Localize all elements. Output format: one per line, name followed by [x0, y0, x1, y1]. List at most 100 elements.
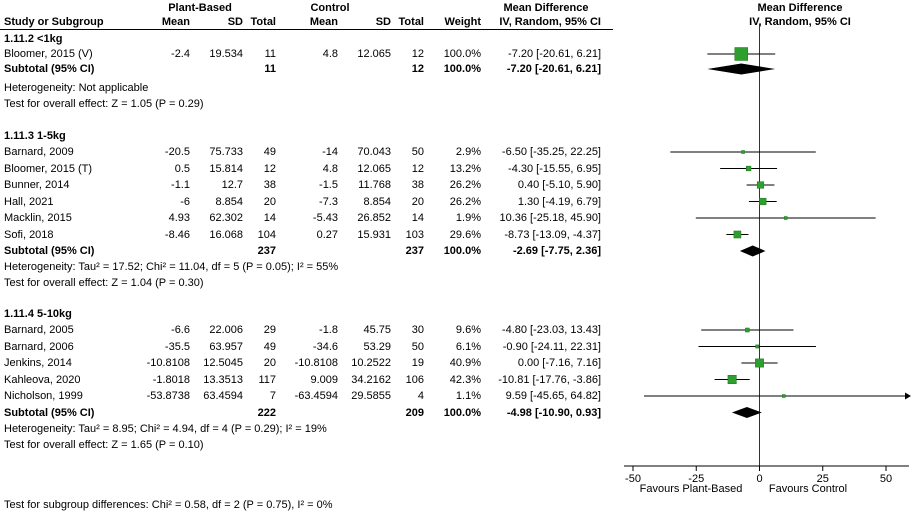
control-sd: 11.768 — [358, 179, 391, 191]
subtotal-label: Subtotal (95% CI) — [4, 63, 95, 75]
plant-total: 104 — [257, 228, 276, 241]
subtotal-diamond — [739, 245, 766, 257]
effect-square — [755, 344, 760, 349]
subtotal-label: Subtotal (95% CI) — [4, 406, 95, 419]
subgroup-difference-test-text: Test for subgroup differences: Chi² = 0.… — [4, 499, 333, 511]
study-name: Kahleova, 2020 — [4, 373, 81, 386]
md-ci-value: -4.30 [-15.55, 6.95] — [508, 162, 601, 175]
plant-sd: 63.4594 — [203, 390, 243, 402]
plant-mean: -10.8108 — [146, 357, 190, 369]
mean1-col-header: Mean — [161, 16, 190, 28]
heterogeneity-text: Heterogeneity: Not applicable — [4, 82, 149, 94]
weight-value: 13.2% — [449, 162, 481, 175]
plant-sd: 62.302 — [209, 212, 243, 224]
header-divider — [0, 29, 613, 30]
plant-mean: 4.93 — [168, 212, 190, 224]
control-total: 19 — [411, 357, 424, 369]
plant-mean: 0.5 — [174, 162, 190, 175]
control-mean: -1.8 — [319, 324, 338, 336]
weight-value: 2.9% — [455, 146, 481, 158]
control-mean: -14 — [322, 146, 338, 158]
axis-tick-label: 50 — [880, 473, 892, 485]
plant-total: 29 — [263, 324, 276, 336]
md-ci-value: -10.81 [-17.76, -3.86] — [498, 373, 601, 386]
subtotal-diamond — [707, 63, 776, 75]
study-name: Barnard, 2006 — [4, 340, 74, 353]
effect-square — [734, 47, 749, 61]
subtotal-plant-total: 11 — [264, 63, 276, 75]
weight-value: 26.2% — [449, 195, 481, 208]
total2-col-header: Total — [398, 16, 424, 28]
control-mean: -5.43 — [312, 212, 338, 224]
group1-header: Plant-Based — [168, 2, 232, 14]
weight-value: 6.1% — [455, 340, 481, 353]
control-sd: 15.931 — [357, 228, 391, 241]
axis-label-favours-control: Favours Control — [768, 483, 848, 495]
overall-effect-text: Test for overall effect: Z = 1.05 (P = 0… — [4, 98, 204, 110]
study-name: Bloomer, 2015 (T) — [4, 162, 93, 175]
plant-sd: 12.7 — [221, 179, 243, 191]
subgroup-title: 1.11.3 1-5kg — [4, 130, 66, 142]
md-plot-method-header: IV, Random, 95% CI — [749, 16, 851, 28]
subtotal-md-ci: -7.20 [-20.61, 6.21] — [506, 63, 601, 75]
weight-value: 26.2% — [449, 179, 481, 191]
plant-sd: 13.3513 — [203, 373, 243, 386]
md-ci-value: -0.90 [-24.11, 22.31] — [502, 340, 601, 353]
effect-square — [745, 327, 750, 333]
subtotal-control-total: 209 — [405, 406, 424, 419]
effect-square — [755, 358, 764, 368]
plant-mean: -1.8018 — [152, 373, 190, 386]
effect-square — [756, 181, 765, 189]
control-total: 4 — [417, 390, 424, 402]
weight-value: 42.3% — [449, 373, 481, 386]
subtotal-weight: 100.0% — [443, 245, 481, 257]
control-total: 30 — [411, 324, 424, 336]
control-total: 38 — [411, 179, 424, 191]
sd1-col-header: SD — [227, 16, 243, 28]
md-plot-header: Mean Difference — [757, 2, 843, 14]
plant-total: 20 — [263, 357, 276, 369]
study-name: Nicholson, 1999 — [4, 390, 83, 402]
effect-square — [782, 394, 786, 398]
plant-total: 12 — [263, 162, 276, 175]
plant-sd: 15.814 — [209, 162, 243, 175]
heterogeneity-text: Heterogeneity: Tau² = 17.52; Chi² = 11.0… — [4, 261, 339, 273]
subtotal-weight: 100.0% — [443, 406, 481, 419]
plant-mean: -53.8738 — [146, 390, 190, 402]
effect-square — [733, 230, 742, 239]
md-method-header: IV, Random, 95% CI — [499, 16, 601, 28]
subtotal-control-total: 237 — [405, 245, 424, 257]
plant-total: 11 — [264, 48, 276, 60]
subtotal-label: Subtotal (95% CI) — [4, 245, 95, 257]
plant-total: 7 — [269, 390, 276, 402]
heterogeneity-text: Heterogeneity: Tau² = 8.95; Chi² = 4.94,… — [4, 423, 327, 435]
mean2-col-header: Mean — [309, 16, 338, 28]
md-ci-value: -6.50 [-35.25, 22.25] — [501, 146, 601, 158]
effect-square — [783, 216, 788, 220]
control-total: 106 — [405, 373, 424, 386]
study-name: Barnard, 2005 — [4, 324, 74, 336]
axis-label-favours-plant-based: Favours Plant-Based — [639, 483, 743, 495]
weight-col-header: Weight — [444, 16, 481, 28]
control-total: 12 — [411, 48, 424, 60]
plant-mean: -8.46 — [164, 228, 190, 241]
study-name: Sofi, 2018 — [4, 228, 54, 241]
total1-col-header: Total — [250, 16, 276, 28]
subgroup-title: 1.11.2 <1kg — [4, 33, 63, 45]
plant-total: 117 — [258, 373, 276, 386]
weight-value: 9.6% — [455, 324, 481, 336]
control-sd: 34.2162 — [351, 373, 391, 386]
effect-square — [741, 150, 745, 154]
control-mean: 0.27 — [316, 228, 338, 241]
control-sd: 53.29 — [363, 340, 391, 353]
control-total: 14 — [411, 212, 424, 224]
control-sd: 12.065 — [357, 162, 391, 175]
subtotal-plant-total: 237 — [257, 245, 276, 257]
md-ci-value: -4.80 [-23.03, 13.43] — [501, 324, 601, 336]
control-sd: 29.5855 — [351, 390, 391, 402]
axis-tick-label: 0 — [756, 473, 762, 485]
subtotal-plant-total: 222 — [257, 406, 276, 419]
plant-total: 49 — [263, 146, 276, 158]
control-sd: 10.2522 — [351, 357, 391, 369]
plant-sd: 16.068 — [209, 228, 243, 241]
